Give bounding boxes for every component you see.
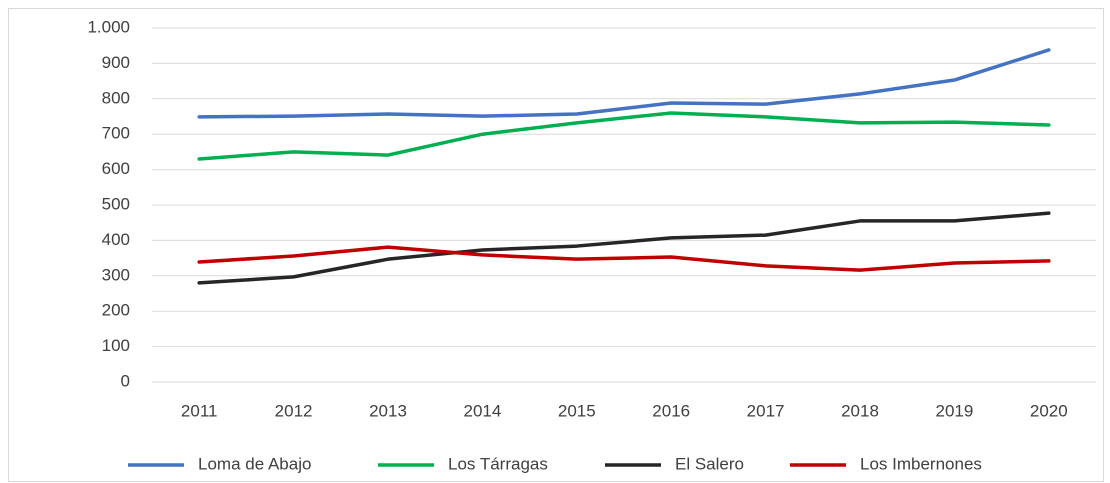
x-tick-label: 2016	[652, 401, 690, 420]
y-tick-label: 1.000	[87, 17, 130, 36]
x-tick-label: 2017	[747, 401, 785, 420]
x-tick-label: 2012	[275, 401, 313, 420]
x-tick-label: 2018	[841, 401, 879, 420]
x-tick-label: 2020	[1030, 401, 1068, 420]
y-tick-label: 800	[102, 88, 130, 107]
y-tick-label: 900	[102, 53, 130, 72]
y-tick-label: 500	[102, 194, 130, 213]
legend-label: Los Tárragas	[448, 454, 548, 473]
y-tick-label: 0	[121, 371, 130, 390]
series-line	[197, 245, 1051, 272]
y-tick-label: 300	[102, 265, 130, 284]
y-tick-label: 700	[102, 124, 130, 143]
x-tick-label: 2011	[181, 401, 218, 420]
series-line	[197, 211, 1051, 285]
y-tick-label: 600	[102, 159, 130, 178]
y-tick-label: 200	[102, 301, 130, 320]
x-tick-label: 2019	[935, 401, 973, 420]
series-line	[197, 48, 1051, 119]
series-line	[197, 111, 1051, 161]
x-tick-label: 2014	[463, 401, 501, 420]
x-tick-label: 2013	[369, 401, 407, 420]
y-tick-label: 100	[102, 336, 130, 355]
y-tick-label: 400	[102, 230, 130, 249]
chart-frame	[8, 8, 1104, 482]
legend-label: El Salero	[675, 454, 744, 473]
x-tick-label: 2015	[558, 401, 596, 420]
legend-label: Los Imbernones	[860, 454, 982, 473]
legend-label: Loma de Abajo	[198, 454, 311, 473]
